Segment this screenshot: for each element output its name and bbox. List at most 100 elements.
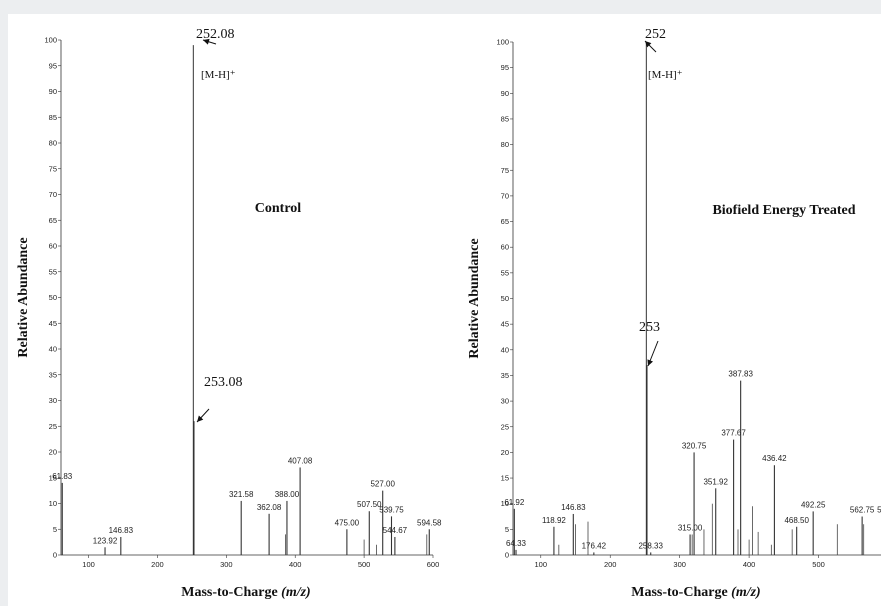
mass-spectra-svg: 0510152025303540455055606570758085909510… [16, 27, 881, 600]
panel-1-peak-label: 253.08 [204, 375, 243, 390]
panel-2-x-tick-label: 200 [604, 560, 617, 569]
panel-1-peak-label: 362.08 [257, 503, 282, 512]
panel-1-y-tick-label: 55 [49, 267, 57, 276]
panel-2-y-axis-label: Relative Abundance [467, 238, 482, 358]
panel-2-peak-label: 258.33 [638, 541, 663, 550]
panel-2-peak-label: 61.92 [504, 498, 525, 507]
panel-1-y-tick-label: 65 [49, 216, 57, 225]
panel-2-y-tick-label: 50 [501, 294, 509, 303]
panel-2-y-tick-label: 60 [501, 243, 509, 252]
panel-1-peak-arrowhead [203, 38, 210, 45]
panel-1-x-tick-label: 100 [82, 560, 95, 569]
panel-1-y-tick-label: 0 [53, 551, 57, 560]
panel-2-y-tick-label: 10 [501, 499, 509, 508]
panel-2-y-tick-label: 80 [501, 140, 509, 149]
panel-1-y-tick-label: 95 [49, 61, 57, 70]
panel-1-peak-label: 539.75 [379, 505, 404, 514]
panel-2-y-tick-label: 25 [501, 422, 509, 431]
panel-1-y-tick-label: 10 [49, 499, 57, 508]
panel-2-peak-label: 492.25 [801, 500, 826, 509]
panel-1-y-tick-label: 5 [53, 525, 57, 534]
panel-2-y-tick-label: 100 [496, 38, 509, 47]
panel-2-peak-label: 118.92 [542, 516, 566, 525]
panel-1-peak-label: 252.08 [196, 27, 235, 42]
panel-1-y-tick-label: 100 [44, 36, 57, 45]
panel-2-x-tick-label: 300 [673, 560, 686, 569]
panel-2-peak-label: 320.75 [682, 441, 707, 450]
panel-1-y-tick-label: 70 [49, 190, 57, 199]
panel-2-ion-annotation: [M-H]⁺ [648, 69, 683, 81]
panel-1-peak-label: 594.58 [417, 518, 442, 527]
panel-1-peak-label: 61.83 [52, 472, 73, 481]
panel-1-peak-label: 527.00 [370, 480, 395, 489]
panel-1-peak-label: 123.92 [93, 536, 118, 545]
panel-2-peak-label: 253 [639, 320, 660, 335]
panel-1-x-tick-label: 200 [151, 560, 164, 569]
panel-2-y-tick-label: 30 [501, 397, 509, 406]
panel-2-peak-label: 315.00 [678, 523, 703, 532]
panel-1-peak-label: 321.58 [229, 490, 254, 499]
panel-2-peak-arrowhead [647, 359, 654, 366]
panel-1-y-tick-label: 40 [49, 345, 57, 354]
panel-2-peak-label: 146.83 [561, 503, 586, 512]
panel-2-y-tick-label: 40 [501, 345, 509, 354]
panel-2-y-tick-label: 70 [501, 191, 509, 200]
panel-2-peak-label: 64.33 [506, 539, 527, 548]
panel-2-x-axis-label-unit: (m/z) [731, 585, 761, 600]
panel-1-ion-annotation: [M-H]⁺ [201, 69, 236, 81]
panel-1-y-tick-label: 50 [49, 293, 57, 302]
panel-2-y-tick-label: 15 [501, 474, 509, 483]
panel-1-x-tick-label: 600 [427, 560, 440, 569]
panel-2-x-tick-label: 500 [812, 560, 825, 569]
panel-1-peak-label: 507.50 [357, 500, 382, 509]
panel-2-x-tick-label: 100 [535, 560, 548, 569]
panel-2-y-tick-label: 5 [505, 525, 509, 534]
panel-1-y-tick-label: 15 [49, 473, 57, 482]
panel-1-x-axis-label: Mass-to-Charge (m/z) [181, 585, 310, 600]
panel-2-x-tick-label: 400 [743, 560, 756, 569]
panel-1-y-tick-label: 25 [49, 422, 57, 431]
panel-1-y-tick-label: 85 [49, 113, 57, 122]
panel-1-y-tick-label: 75 [49, 164, 57, 173]
panel-2-y-tick-label: 20 [501, 448, 509, 457]
panel-2-y-tick-label: 90 [501, 89, 509, 98]
panel-2-y-tick-label: 35 [501, 371, 509, 380]
panel-2-chart-title: Biofield Energy Treated [712, 203, 855, 218]
panel-1-chart-title: Control [255, 201, 302, 216]
panel-2-y-tick-label: 45 [501, 320, 509, 329]
panel-2-peak-label: 176.42 [582, 541, 607, 550]
panel-2-peak-label: 562.75 [850, 506, 875, 515]
panel-1-peak-label: 544.67 [383, 526, 408, 535]
panel-1-y-tick-label: 30 [49, 396, 57, 405]
panel-2-peak-label: 377.67 [721, 429, 746, 438]
panel-1-x-tick-label: 300 [220, 560, 233, 569]
panel-1-y-tick-label: 60 [49, 242, 57, 251]
panel-1-y-tick-label: 90 [49, 87, 57, 96]
panel-2-y-tick-label: 75 [501, 166, 509, 175]
panel-1-y-axis-label: Relative Abundance [16, 237, 31, 357]
panel-1-y-tick-label: 45 [49, 319, 57, 328]
panel-2-y-tick-label: 85 [501, 114, 509, 123]
panel-2-peak-label: 351.92 [703, 477, 728, 486]
panel-1-peak-label: 146.83 [109, 526, 134, 535]
panel-2-peak-label: 252 [645, 27, 666, 42]
panel-1-peak-label: 475.00 [335, 518, 360, 527]
panel-1-x-axis-label-unit: (m/z) [281, 585, 311, 600]
panel-1-x-tick-label: 500 [358, 560, 371, 569]
panel-1-peak-label: 388.00 [275, 490, 300, 499]
panel-1-peak-label: 407.08 [288, 456, 313, 465]
panel-2-peak-label: 436.42 [762, 454, 787, 463]
panel-1-peak-arrowhead [197, 415, 204, 422]
panel-2-y-tick-label: 0 [505, 551, 509, 560]
panel-1-y-tick-label: 80 [49, 139, 57, 148]
panel-2-peak-label: 468.50 [784, 516, 809, 525]
panel-1-x-axis-label-main: Mass-to-Charge [181, 585, 281, 600]
panel-1-x-tick-label: 400 [289, 560, 302, 569]
panel-2-peak-label: 594 [877, 506, 881, 515]
panel-2-y-tick-label: 95 [501, 63, 509, 72]
panel-2-x-axis-label: Mass-to-Charge (m/z) [631, 585, 760, 600]
panel-1-y-tick-label: 20 [49, 448, 57, 457]
panel-2-y-tick-label: 55 [501, 268, 509, 277]
mass-spectra-figure: 0 5 10 15 20 25 30 35 40 45 50 55 60 65 70 75 80 85 90 95 10… [8, 14, 881, 606]
panel-2-x-axis-label-main: Mass-to-Charge [631, 585, 731, 600]
